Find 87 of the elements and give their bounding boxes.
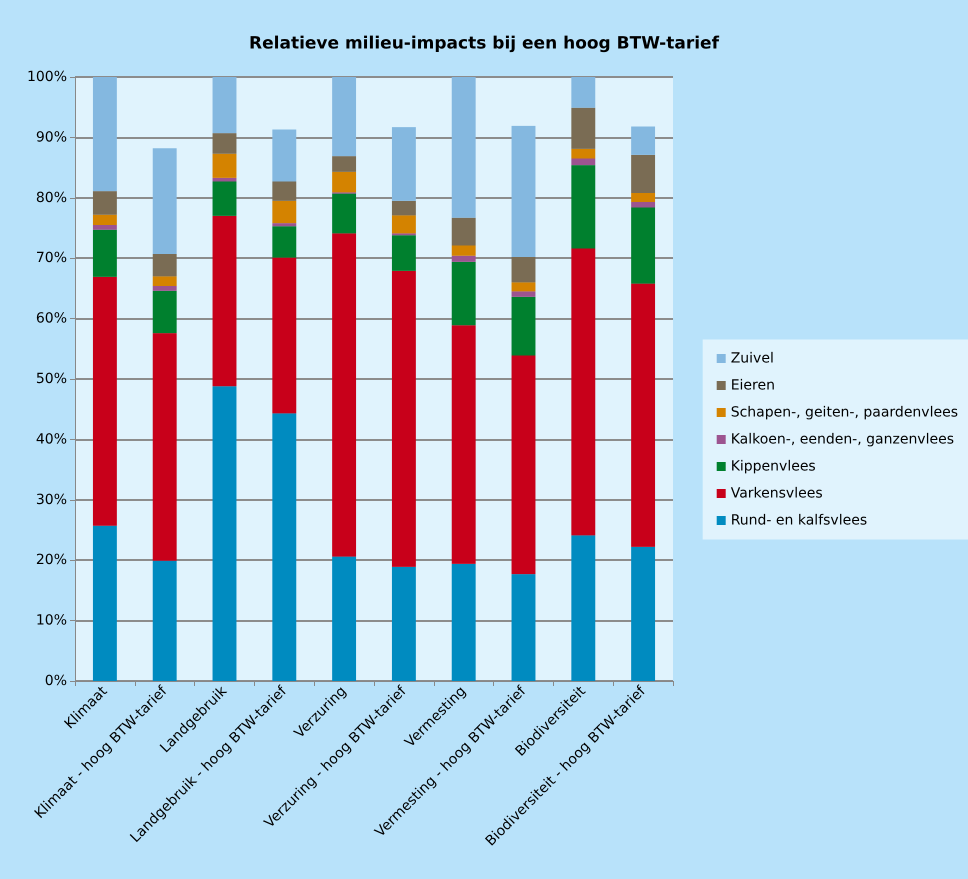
bar: [512, 574, 536, 681]
bar: [512, 126, 536, 257]
bar: [212, 77, 236, 134]
bar: [332, 556, 356, 681]
bar: [631, 546, 656, 681]
y-tick-label: 30%: [36, 492, 67, 508]
bar: [92, 77, 117, 192]
bar: [512, 282, 536, 292]
bar: [332, 77, 356, 156]
bar: [571, 77, 596, 108]
bar: [212, 178, 236, 182]
bar: [452, 262, 476, 326]
legend-label: Rund- en kalfsvlees: [730, 512, 868, 528]
y-tick-label: 20%: [36, 552, 67, 568]
bar: [212, 181, 236, 216]
bar: [212, 133, 236, 154]
y-tick-label: 80%: [36, 190, 67, 206]
bar: [212, 154, 236, 178]
bar: [512, 296, 536, 356]
bar: [631, 207, 656, 284]
bar: [332, 156, 356, 172]
bar: [571, 165, 596, 249]
bar: [452, 77, 476, 218]
y-tick-label: 0%: [44, 673, 67, 689]
bar: [272, 258, 296, 414]
bar: [631, 202, 656, 208]
bar: [272, 130, 296, 182]
bar: [631, 192, 656, 202]
bar: [272, 413, 296, 681]
bar: [392, 215, 416, 234]
bar: [392, 127, 416, 201]
bar: [272, 181, 296, 201]
y-tick-label: 60%: [36, 310, 67, 327]
bar: [571, 148, 596, 159]
bar: [392, 566, 416, 681]
bar: [452, 564, 476, 681]
bar: [332, 172, 356, 192]
bar: [332, 194, 356, 234]
bar: [571, 248, 596, 536]
bar: [152, 333, 177, 561]
bar: [571, 535, 596, 681]
bar: [512, 355, 536, 574]
bar: [392, 200, 416, 216]
legend-label: Varkensvlees: [730, 486, 823, 502]
bar: [452, 246, 476, 256]
bar: [92, 224, 117, 230]
bar: [92, 191, 117, 215]
bar: [571, 108, 596, 149]
bar: [152, 560, 177, 681]
legend-label: Kippenvlees: [730, 458, 816, 474]
bar: [152, 290, 177, 334]
bar: [92, 526, 117, 681]
bar: [452, 325, 476, 564]
bar: [92, 276, 117, 526]
bar: [152, 254, 177, 276]
y-tick-label: 50%: [36, 371, 67, 387]
bar: [512, 256, 536, 282]
y-tick-label: 10%: [36, 612, 67, 629]
bar: [571, 158, 596, 166]
bar: [152, 148, 177, 254]
y-tick-label: 70%: [36, 250, 67, 266]
chart-title: Relatieve milieu-impacts bij een hoog BTW-tarief: [249, 34, 720, 54]
bar: [92, 214, 117, 225]
bar: [212, 216, 236, 386]
y-tick-label: 100%: [26, 69, 67, 85]
bar: [92, 230, 117, 277]
legend-label: Eieren: [730, 378, 775, 394]
bar: [452, 218, 476, 246]
y-tick-label: 90%: [36, 129, 67, 146]
bar: [332, 233, 356, 557]
bar: [631, 126, 656, 155]
legend-label: Kalkoen-, eenden-, ganzenvlees: [730, 432, 954, 448]
bar: [212, 386, 236, 681]
y-tick-label: 40%: [36, 431, 67, 448]
legend-label: Schapen-, geiten-, paardenvlees: [730, 404, 958, 420]
bar: [272, 226, 296, 258]
bar: [272, 200, 296, 224]
bar: [512, 291, 536, 297]
bar: [631, 284, 656, 547]
bar: [631, 154, 656, 193]
bar: [392, 270, 416, 567]
bar: [152, 286, 177, 291]
bar: [272, 223, 296, 226]
bar: [152, 276, 177, 286]
legend-label: Zuivel: [730, 350, 774, 366]
bar: [452, 256, 476, 262]
bar: [392, 235, 416, 271]
